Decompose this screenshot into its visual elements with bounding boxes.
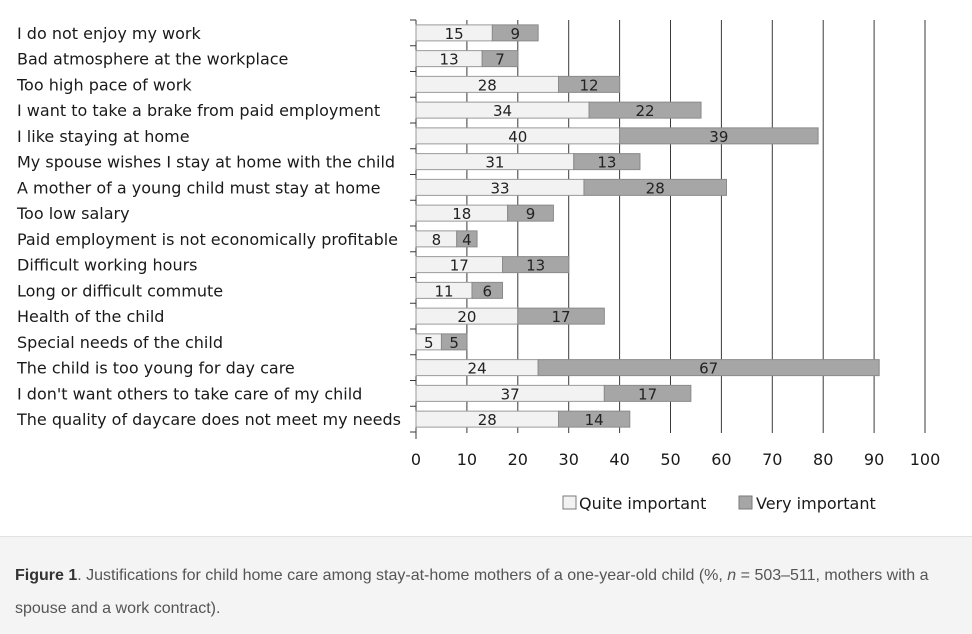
category-label: Health of the child [17,307,164,326]
x-tick-label: 10 [457,450,477,469]
data-label-very-important: 67 [699,360,718,378]
category-label: I want to take a brake from paid employm… [17,101,380,120]
data-label-very-important: 14 [585,411,604,429]
figure-label: Figure 1 [15,567,78,584]
chart-panel: 0 10 20 30 40 50 60 70 80 90 100 I do not enjoy my … [0,19,972,537]
bar-very-important [588,101,702,119]
category-label: Special needs of the child [17,333,223,352]
data-label-very-important: 5 [449,334,459,352]
category-label: A mother of a young child must stay at h… [17,178,381,197]
data-label-quite-important: 15 [445,25,464,43]
x-tick-label: 100 [910,450,941,469]
figure-caption: Figure 1. Justifications for child home … [15,559,945,625]
category-label: Difficult working hours [17,256,198,275]
data-label-very-important: 22 [636,102,655,120]
data-label-quite-important: 18 [452,205,471,223]
bar-very-important [502,256,570,274]
data-label-very-important: 39 [709,128,728,146]
category-label: Long or difficult commute [17,281,223,300]
figure-caption-panel: Figure 1. Justifications for child home … [0,537,972,634]
bar-very-important [619,127,819,145]
legend-label-quite-important: Quite important [579,494,706,513]
data-label-very-important: 12 [580,76,599,94]
category-label: My spouse wishes I stay at home with the… [17,153,395,172]
data-label-quite-important: 20 [457,308,476,326]
data-label-quite-important: 33 [490,179,509,197]
bar-very-important [583,178,727,196]
stacked-bar-chart: 0 10 20 30 40 50 60 70 80 90 100 I do not enjoy my … [16,19,941,513]
category-label: The child is too young for day care [16,359,295,378]
bar-very-important [456,230,478,248]
data-label-very-important: 17 [638,385,657,403]
data-label-very-important: 13 [597,154,616,172]
category-label: Too high pace of work [16,75,192,94]
data-label-very-important: 28 [646,179,665,197]
bar-very-important [558,410,631,428]
bar-very-important [558,75,621,93]
data-label-quite-important: 24 [468,360,487,378]
x-tick-label: 60 [711,450,731,469]
bar-very-important [537,359,880,377]
data-label-quite-important: 34 [493,102,512,120]
bar-very-important [517,307,605,325]
x-tick-label: 20 [508,450,528,469]
x-tick-label: 40 [609,450,629,469]
data-label-very-important: 9 [510,25,520,43]
data-label-quite-important: 28 [478,76,497,94]
x-tick-label: 90 [864,450,884,469]
data-label-quite-important: 13 [440,51,459,69]
category-label: I do not enjoy my work [17,24,201,43]
data-label-quite-important: 28 [478,411,497,429]
category-label: I don't want others to take care of my c… [17,384,362,403]
legend-swatch-very-important [738,495,753,510]
data-label-very-important: 13 [526,257,545,275]
bar-very-important [603,384,692,402]
bar-very-important [507,204,554,222]
data-label-quite-important: 37 [501,385,520,403]
category-label: Too low salary [16,204,130,223]
bar-very-important [440,333,468,351]
caption-text-end: = 503–511, mothers with a spouse and a w… [15,567,929,617]
legend-swatch-quite-important [562,495,577,510]
data-label-very-important: 9 [526,205,536,223]
x-tick-label: 30 [559,450,579,469]
bar-very-important [573,153,641,171]
data-label-quite-important: 17 [450,257,469,275]
x-tick-label: 50 [660,450,680,469]
caption-text-start: . Justifications for child home care amo… [77,567,728,584]
category-label: I like staying at home [17,127,190,146]
bar-very-important [491,24,539,42]
data-label-very-important: 4 [462,231,472,249]
category-label: Paid employment is not economically prof… [17,230,398,249]
data-label-quite-important: 40 [508,128,527,146]
x-tick-label: 0 [411,450,421,469]
data-label-very-important: 17 [552,308,571,326]
data-label-quite-important: 31 [485,154,504,172]
category-label: Bad atmosphere at the workplace [17,50,288,69]
data-label-very-important: 7 [495,51,505,69]
x-tick-label: 80 [813,450,833,469]
x-tick-label: 70 [762,450,782,469]
category-label: The quality of daycare does not meet my … [16,410,401,429]
caption-n-symbol: n [727,567,737,584]
data-label-quite-important: 5 [424,334,434,352]
legend-label-very-important: Very important [756,494,876,513]
data-label-very-important: 6 [482,282,492,300]
bar-very-important [481,50,519,68]
data-label-quite-important: 8 [432,231,442,249]
data-label-quite-important: 11 [434,282,453,300]
bar-very-important [471,281,504,299]
